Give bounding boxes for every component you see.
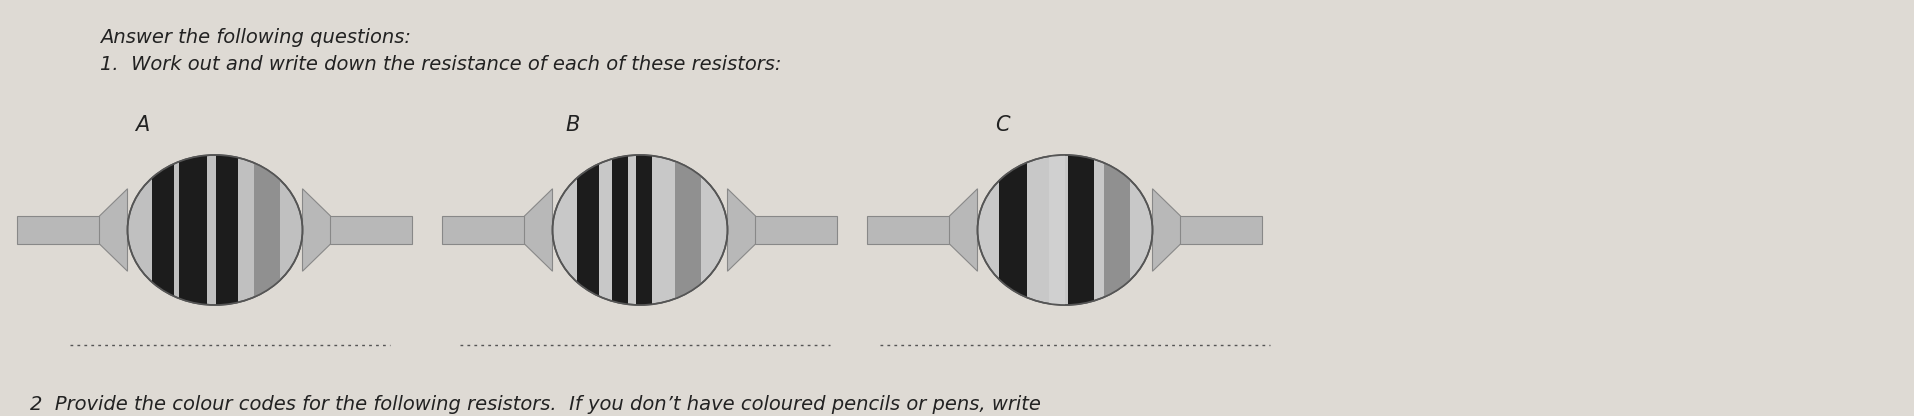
Bar <box>151 155 174 305</box>
Bar <box>867 216 976 244</box>
Ellipse shape <box>976 155 1152 305</box>
Text: 1.  Work out and write down the resistance of each of these resistors:: 1. Work out and write down the resistanc… <box>100 55 781 74</box>
Polygon shape <box>1152 189 1179 271</box>
Bar <box>216 155 237 305</box>
Text: C: C <box>995 115 1009 135</box>
Bar <box>999 155 1026 305</box>
Bar <box>178 155 207 305</box>
Bar <box>612 155 628 305</box>
Bar <box>1049 155 1064 305</box>
Bar <box>1068 155 1093 305</box>
Bar <box>1104 155 1129 305</box>
Text: B: B <box>565 115 580 135</box>
Bar <box>442 216 553 244</box>
Bar <box>635 155 651 305</box>
Ellipse shape <box>553 155 727 305</box>
Text: 2  Provide the colour codes for the following resistors.  If you don’t have colo: 2 Provide the colour codes for the follo… <box>31 395 1041 414</box>
Text: A: A <box>134 115 149 135</box>
Bar <box>576 155 599 305</box>
Bar <box>1152 216 1261 244</box>
Bar <box>302 216 412 244</box>
Polygon shape <box>727 189 756 271</box>
Text: Answer the following questions:: Answer the following questions: <box>100 28 412 47</box>
Polygon shape <box>524 189 553 271</box>
Bar <box>674 155 701 305</box>
Bar <box>17 216 128 244</box>
Ellipse shape <box>128 155 302 305</box>
Bar <box>255 155 279 305</box>
Polygon shape <box>302 189 331 271</box>
Bar <box>727 216 836 244</box>
Polygon shape <box>100 189 128 271</box>
Polygon shape <box>949 189 976 271</box>
